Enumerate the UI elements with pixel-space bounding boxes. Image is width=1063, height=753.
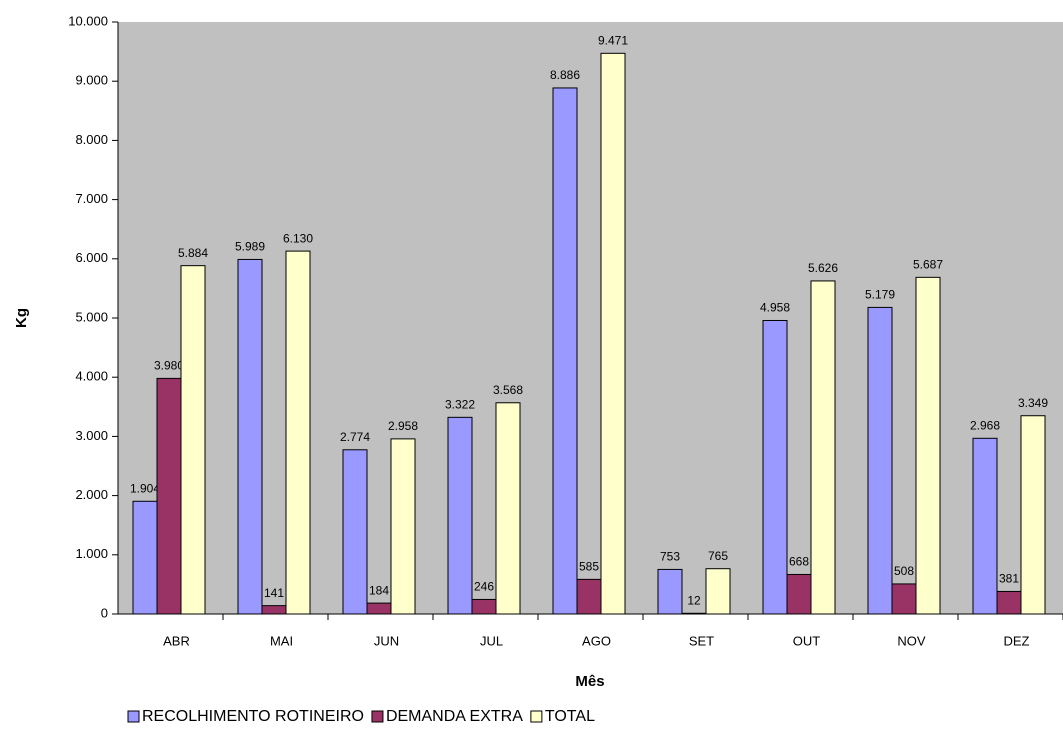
x-tick-label: OUT [793,633,821,648]
y-tick-label: 3.000 [75,428,108,443]
y-tick-label: 8.000 [75,132,108,147]
legend-label: TOTAL [545,708,595,725]
y-tick-label: 7.000 [75,191,108,206]
value-label: 184 [369,583,389,597]
bar [366,602,392,615]
bar [891,583,917,615]
y-tick-label: 2.000 [75,487,108,502]
bar [681,612,707,615]
bar [261,605,287,615]
value-label: 3.980 [154,359,184,373]
legend-swatch [371,710,384,723]
value-label: 1.904 [130,481,160,495]
legend-label: RECOLHIMENTO ROTINEIRO [142,708,364,725]
x-tick-label: JUL [480,633,503,648]
value-label: 668 [789,555,809,569]
bar [972,437,998,615]
bar [552,87,578,615]
bar [390,438,416,615]
x-tick-label: NOV [897,633,926,648]
bar [810,280,836,615]
x-tick-label: JUN [374,633,399,648]
bar [285,250,311,615]
y-tick-label: 0 [101,605,108,620]
x-tick-label: SET [689,633,714,648]
bar [237,258,263,615]
value-label: 765 [708,549,728,563]
bar [495,402,521,615]
bar [447,416,473,615]
y-tick-label: 6.000 [75,250,108,265]
value-label: 508 [894,564,914,578]
y-tick-label: 5.000 [75,309,108,324]
legend-label: DEMANDA EXTRA [386,708,523,725]
x-tick-label: DEZ [1004,633,1030,648]
value-label: 8.886 [550,68,580,82]
value-label: 2.968 [970,418,1000,432]
bar [132,500,158,615]
value-label: 2.958 [388,419,418,433]
value-label: 6.130 [283,231,313,245]
x-axis-label: Mês [575,673,604,690]
x-tick-label: AGO [582,633,611,648]
value-label: 3.322 [445,398,475,412]
x-tick-label: MAI [270,633,293,648]
bar [600,52,626,615]
bar [915,276,941,615]
value-label: 141 [264,586,284,600]
bar [180,265,206,615]
value-label: 5.884 [178,246,208,260]
value-label: 585 [579,560,599,574]
y-tick-label: 10.000 [68,13,108,28]
value-label: 4.958 [760,301,790,315]
x-tick-label: ABR [163,633,190,648]
y-axis-label: Kg [13,308,30,328]
bar [576,578,602,615]
bar [762,319,788,615]
value-label: 5.989 [235,240,265,254]
legend-swatch [530,710,543,723]
value-label: 5.687 [913,258,943,272]
bar [471,598,497,615]
bar [657,568,683,615]
value-label: 5.179 [865,288,895,302]
value-label: 3.568 [493,383,523,397]
value-label: 5.626 [808,261,838,275]
value-label: 3.349 [1018,396,1048,410]
value-label: 12 [687,593,701,607]
value-label: 2.774 [340,430,370,444]
legend-swatch [127,710,140,723]
bar [1020,415,1046,615]
value-label: 381 [999,572,1019,586]
bar [996,590,1022,615]
value-label: 9.471 [598,33,628,47]
value-label: 246 [474,580,494,594]
y-tick-label: 9.000 [75,73,108,88]
bar [342,449,368,615]
bar [156,377,182,615]
y-tick-label: 1.000 [75,546,108,561]
bar [867,306,893,615]
bar [786,573,812,615]
plot-area [118,22,1063,614]
bar [705,568,731,615]
value-label: 753 [660,550,680,564]
y-tick-label: 4.000 [75,369,108,384]
